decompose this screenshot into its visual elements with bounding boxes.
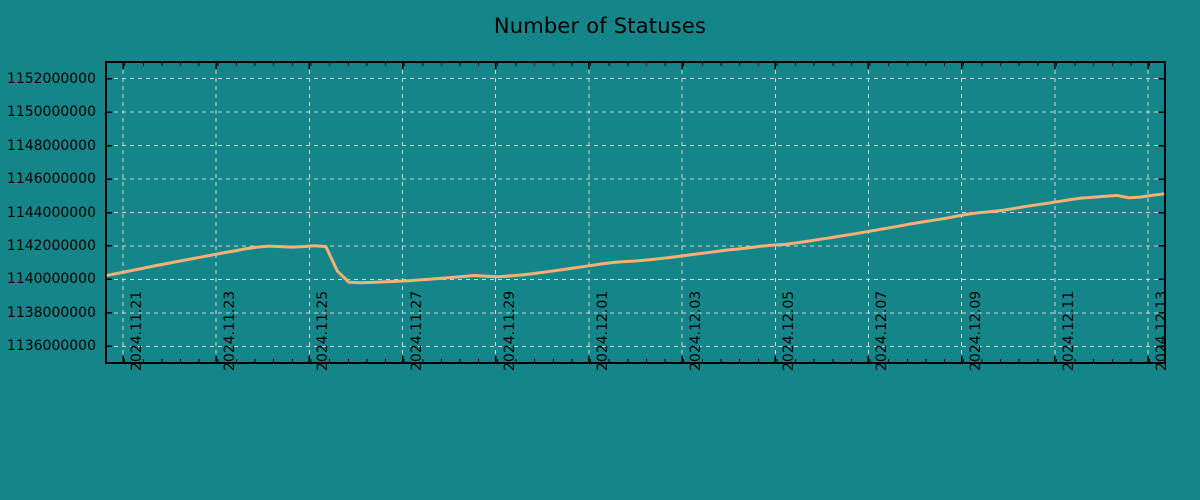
plot-frame	[105, 61, 1166, 364]
grid-layer	[106, 62, 1165, 363]
y-axis-tick-label: 1138000000	[6, 304, 96, 321]
x-axis-tick-label: 2024.12.09	[967, 290, 984, 371]
x-axis-tick-label: 2024.12.01	[594, 290, 611, 371]
y-axis-tick-label: 1142000000	[6, 237, 96, 254]
x-axis-tick-label: 2024.11.23	[222, 290, 239, 371]
y-axis-tick-label: 1136000000	[6, 338, 96, 355]
y-axis-tick-label: 1144000000	[6, 204, 96, 221]
y-axis-tick-label: 1140000000	[6, 271, 96, 288]
x-axis-tick-label: 2024.11.21	[129, 290, 145, 371]
x-axis-tick-label: 2024.11.27	[408, 290, 425, 371]
x-axis-tick-label: 2024.12.07	[874, 290, 891, 371]
y-axis-tick-label: 1146000000	[6, 171, 96, 188]
x-axis-tick-label: 2024.12.05	[781, 290, 798, 371]
y-axis-tick-label: 1150000000	[6, 104, 96, 121]
x-axis-tick-label: 2024.11.29	[501, 290, 518, 371]
x-axis-tick-label: 2024.12.13	[1154, 290, 1170, 371]
x-axis-tick-label: 2024.12.11	[1060, 290, 1077, 371]
chart-title: Number of Statuses	[493, 14, 707, 38]
x-axis-tick-label: 2024.12.03	[688, 290, 705, 371]
y-axis-tick-label: 1148000000	[6, 137, 96, 154]
data-series-layer	[106, 192, 1165, 285]
x-axis-tick-label: 2024.11.25	[315, 290, 332, 371]
y-axis-tick-label: 1152000000	[6, 70, 96, 87]
